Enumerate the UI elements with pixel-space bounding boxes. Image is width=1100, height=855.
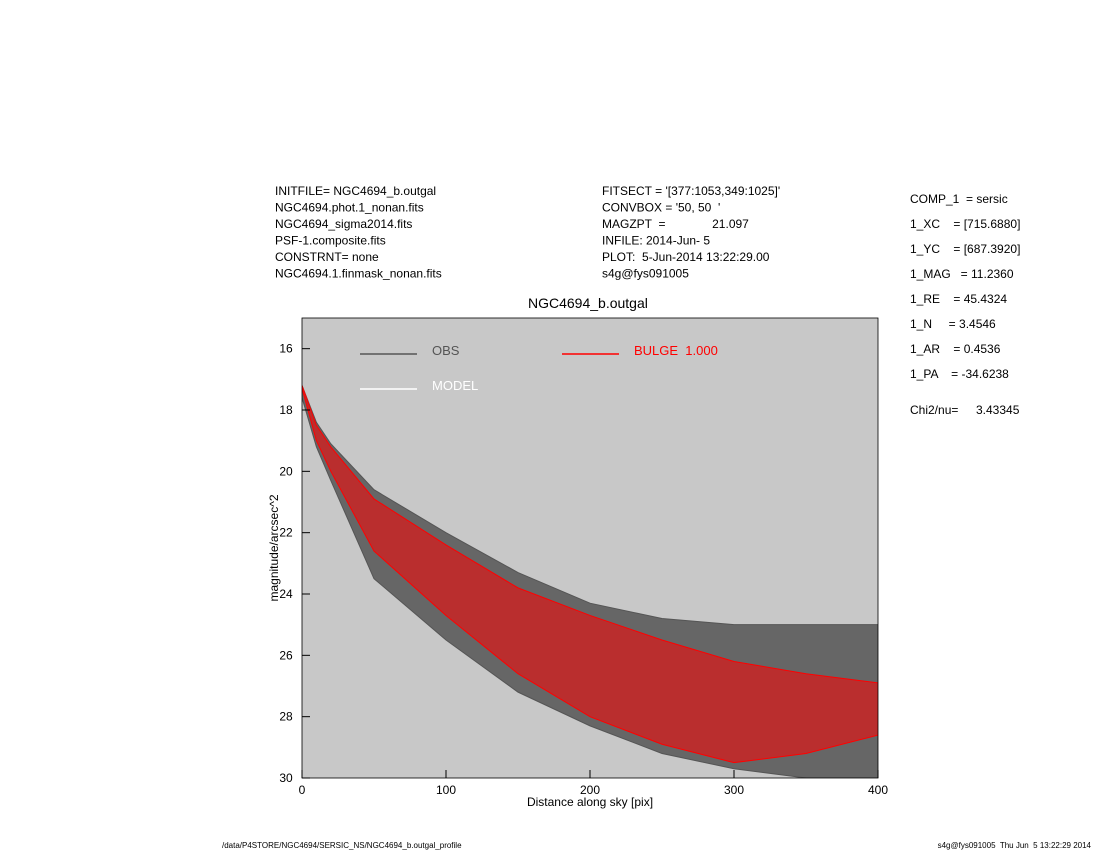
header-middle-line: MAGZPT = 21.097	[602, 217, 749, 231]
header-left-line: NGC4694_sigma2014.fits	[275, 217, 412, 231]
y-tick-label: 18	[279, 403, 293, 417]
legend-label: MODEL	[432, 378, 478, 393]
x-tick-label: 400	[868, 783, 888, 797]
x-tick-label: 0	[299, 783, 306, 797]
data-band	[302, 385, 878, 764]
x-tick-label: 100	[436, 783, 456, 797]
legend-label: OBS	[432, 343, 460, 358]
y-tick-label: 30	[279, 771, 293, 785]
header-left-line: PSF-1.composite.fits	[275, 234, 386, 248]
legend-label: BULGE 1.000	[634, 343, 718, 358]
x-axis-label: Distance along sky [pix]	[527, 795, 653, 809]
param-line: 1_RE = 45.4324	[910, 292, 1007, 306]
y-axis-label: magnitude/arcsec^2	[267, 494, 281, 601]
y-tick-label: 16	[279, 342, 293, 356]
y-tick-label: 20	[279, 464, 293, 478]
y-tick-label: 24	[279, 587, 293, 601]
param-line: 1_AR = 0.4536	[910, 342, 1001, 356]
param-line: 1_MAG = 11.2360	[910, 267, 1014, 281]
param-line: 1_XC = [715.6880]	[910, 217, 1020, 231]
header-left-line: INITFILE= NGC4694_b.outgal	[275, 184, 436, 198]
header-middle-line: INFILE: 2014-Jun- 5	[602, 234, 710, 248]
param-line: COMP_1 = sersic	[910, 192, 1008, 206]
header-left-line: NGC4694.phot.1_nonan.fits	[275, 201, 424, 215]
y-tick-label: 26	[279, 648, 293, 662]
header-middle-line: s4g@fys091005	[602, 267, 689, 281]
footer-path: /data/P4STORE/NGC4694/SERSIC_NS/NGC4694_…	[222, 841, 462, 850]
header-left-line: CONSTRNT= none	[275, 250, 379, 264]
param-line: 1_N = 3.4546	[910, 317, 996, 331]
y-tick-label: 28	[279, 710, 293, 724]
y-tick-label: 22	[279, 526, 293, 540]
header-middle-line: FITSECT = '[377:1053,349:1025]'	[602, 184, 780, 198]
header-middle-line: CONVBOX = '50, 50 '	[602, 201, 720, 215]
param-line: 1_YC = [687.3920]	[910, 242, 1020, 256]
footer-stamp: s4g@fys091005 Thu Jun 5 13:22:29 2014	[938, 841, 1092, 850]
chart-title: NGC4694_b.outgal	[528, 295, 648, 311]
header-middle-line: PLOT: 5-Jun-2014 13:22:29.00	[602, 250, 770, 264]
header-left-line: NGC4694.1.finmask_nonan.fits	[275, 267, 442, 281]
chi2-value: 3.43345	[976, 403, 1020, 417]
plot-area	[302, 385, 878, 778]
x-tick-label: 200	[580, 783, 600, 797]
param-line: 1_PA = -34.6238	[910, 367, 1009, 381]
x-tick-label: 300	[724, 783, 744, 797]
chi2-label: Chi2/nu=	[910, 403, 958, 417]
